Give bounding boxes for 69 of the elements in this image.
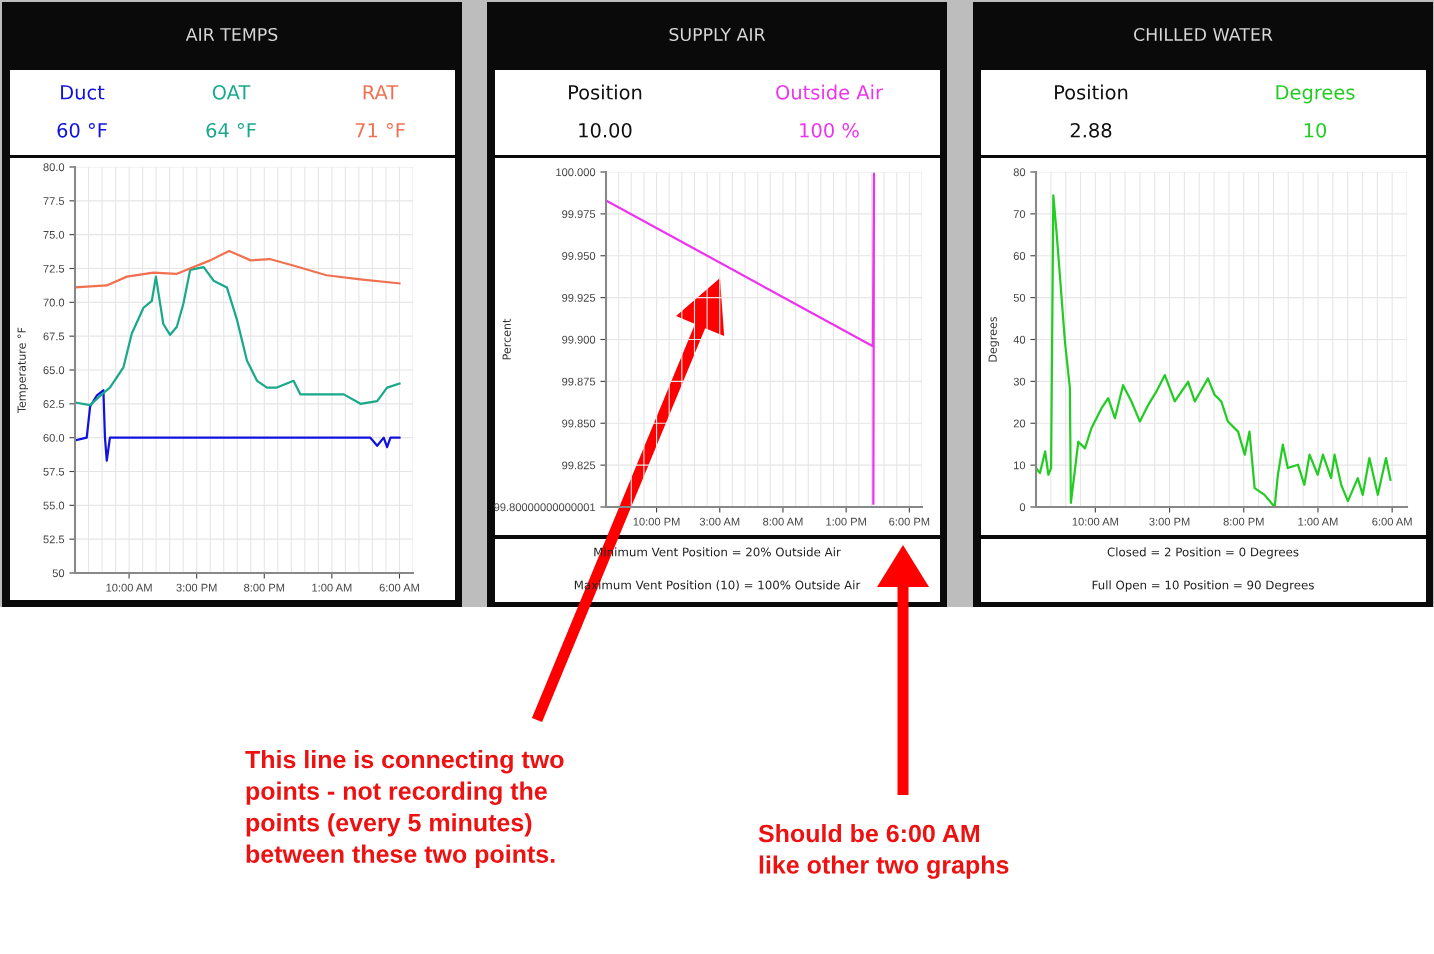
x-tick-label: 3:00 PM bbox=[1149, 517, 1190, 526]
text: Position bbox=[569, 84, 642, 100]
y-tick-label: 57.5 bbox=[43, 467, 65, 476]
chart-title: AIR TEMPS bbox=[185, 27, 278, 42]
y-tick-label: 100.000 bbox=[556, 168, 596, 177]
text: 64 °F bbox=[206, 122, 256, 138]
text: Outside Air bbox=[776, 84, 883, 100]
y-axis-title: Degrees bbox=[1276, 85, 1355, 104]
x-tick-label: 3:00 AM bbox=[699, 517, 740, 526]
text: 60 °F bbox=[57, 122, 107, 138]
y-tick-label: 60 bbox=[1013, 252, 1026, 260]
y-tick-label: 10 bbox=[1014, 461, 1026, 470]
y-axis-title: Temperature °F bbox=[17, 327, 28, 413]
y-tick-label: 65.0 bbox=[43, 366, 65, 375]
y-tick-label: 55.0 bbox=[43, 501, 65, 510]
text: Should be 6:00 AM like other two graphs bbox=[758, 824, 1009, 879]
text: Degrees bbox=[988, 316, 999, 362]
x-tick-label: 1:00 AM bbox=[312, 583, 352, 592]
text: 71 °F bbox=[355, 122, 405, 138]
y-tick-label: 72.5 bbox=[43, 264, 65, 273]
y-tick-label: 0 bbox=[1019, 503, 1026, 512]
x-tick-label: 10:00 AM bbox=[106, 583, 152, 592]
text: 100 % bbox=[800, 122, 859, 138]
x-tick-label: 8:00 AM bbox=[763, 517, 803, 526]
x-tick-label: 6:00 PM bbox=[889, 517, 930, 526]
y-tick-label: 52.5 bbox=[43, 535, 65, 544]
y-tick-label: 99.950 bbox=[562, 252, 596, 260]
y-tick-label: 67.5 bbox=[43, 332, 65, 341]
y-tick-label: 99.875 bbox=[562, 377, 596, 386]
chart-title: CHILLED WATER bbox=[1134, 27, 1273, 42]
y-tick-label: 30 bbox=[1013, 377, 1026, 386]
x-tick-label: 3:00 PM bbox=[176, 583, 217, 592]
y-tick-label: 80.0 bbox=[43, 163, 65, 172]
text: Position bbox=[1055, 84, 1128, 100]
y-tick-label: 75.0 bbox=[43, 230, 65, 239]
y-tick-label: 70 bbox=[1013, 210, 1026, 219]
text: 10.00 bbox=[579, 122, 632, 138]
text: RAT bbox=[363, 85, 399, 100]
text: Full Open = 10 Position = 90 Degrees bbox=[1092, 580, 1314, 592]
text: 2.88 bbox=[1070, 122, 1112, 138]
text: OAT bbox=[212, 84, 251, 100]
text: Closed = 2 Position = 0 Degrees bbox=[1107, 547, 1299, 559]
chart-title: SUPPLY AIR bbox=[669, 27, 766, 42]
x-tick-label: 6:00 AM bbox=[1372, 517, 1412, 526]
text: This line is connecting two points - not recording the points (every 5 minutes) between these two points. bbox=[245, 750, 564, 868]
y-tick-label: 62.5 bbox=[43, 400, 65, 408]
y-tick-label: 20 bbox=[1013, 419, 1026, 428]
y-tick-label: 50 bbox=[52, 569, 65, 578]
y-tick-label: 77.5 bbox=[43, 197, 65, 205]
y-tick-label: 99.825 bbox=[562, 461, 596, 470]
y-tick-label: 99.850 bbox=[562, 419, 596, 428]
y-tick-label: 40 bbox=[1013, 335, 1026, 344]
x-tick-label: 6:00 AM bbox=[379, 583, 419, 592]
y-tick-label: 50 bbox=[1013, 293, 1026, 302]
text: Duct bbox=[61, 85, 105, 100]
y-tick-label: 80 bbox=[1013, 168, 1026, 177]
text: 10 bbox=[1304, 122, 1327, 138]
x-tick-label: 8:00 PM bbox=[244, 583, 285, 592]
y-axis-title: Percent bbox=[502, 318, 511, 360]
x-tick-label: 1:00 PM bbox=[826, 517, 866, 526]
y-tick-label: 99.925 bbox=[562, 293, 596, 302]
y-tick-label: 99.975 bbox=[562, 210, 596, 219]
x-tick-label: 8:00 PM bbox=[1223, 517, 1264, 526]
y-tick-label: 60.0 bbox=[43, 433, 65, 442]
x-tick-label: 10:00 AM bbox=[1072, 517, 1118, 526]
y-tick-label: 70.0 bbox=[43, 298, 65, 307]
x-tick-label: 10:00 PM bbox=[633, 517, 680, 526]
x-tick-label: 1:00 AM bbox=[1298, 517, 1338, 526]
y-tick-label: 99.900 bbox=[562, 335, 596, 344]
